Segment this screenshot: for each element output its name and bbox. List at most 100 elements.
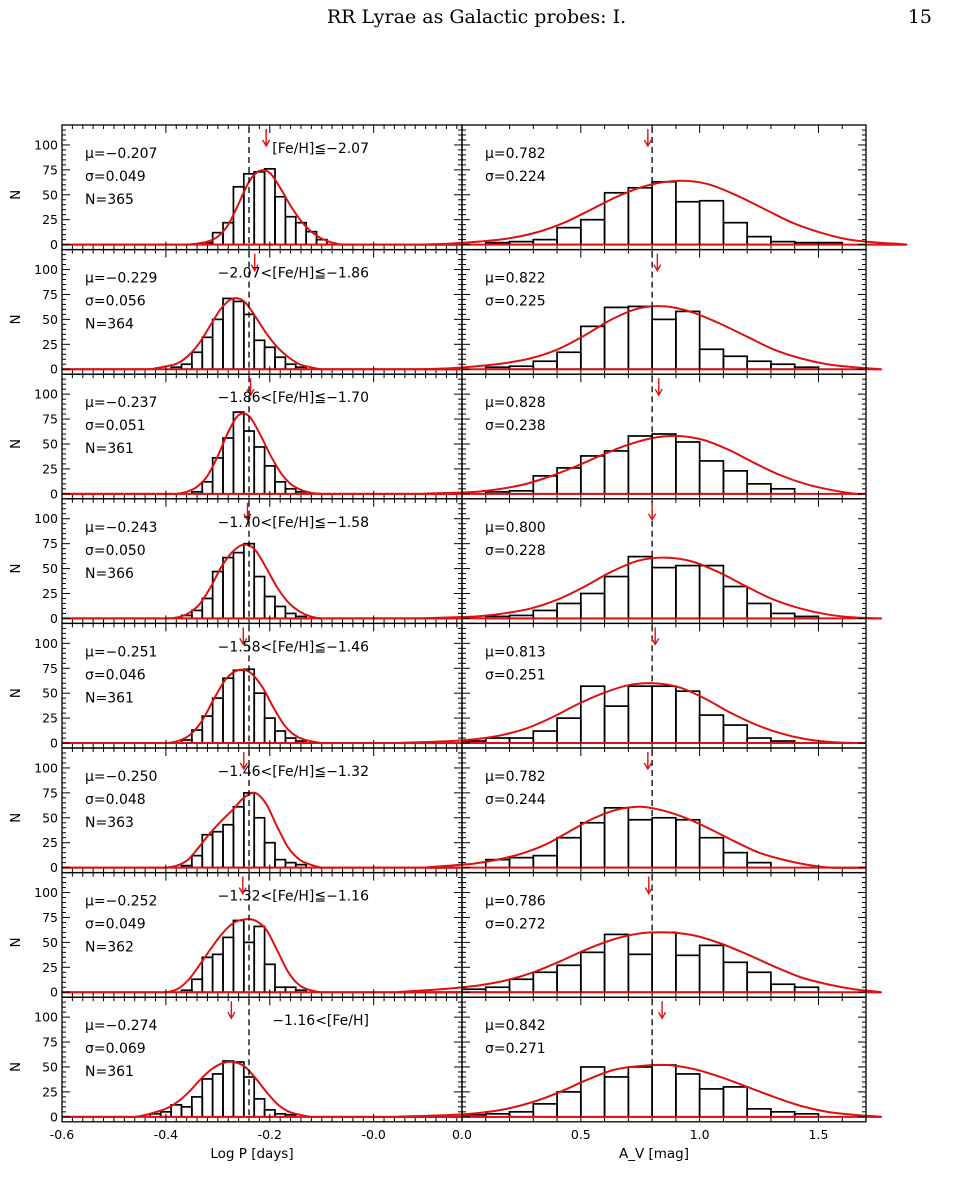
histogram-bar <box>253 816 266 869</box>
y-tick-label: 25 <box>42 1084 58 1099</box>
histogram-bar <box>532 854 558 869</box>
fit-curve <box>61 791 462 869</box>
histogram-bar <box>201 956 214 994</box>
panel-frame <box>461 124 867 251</box>
mean-arrow-head <box>651 638 660 646</box>
histogram-bar <box>232 805 245 869</box>
histogram-bar <box>675 818 701 869</box>
x-tick-label: 1.5 <box>809 1127 829 1142</box>
stat-text: μ=0.800 <box>485 520 546 536</box>
y-tick-label: 75 <box>42 412 58 427</box>
histogram-bar <box>222 437 235 495</box>
stat-text: σ=0.050 <box>85 543 146 559</box>
panel-right-7: μ=0.786 σ=0.272 <box>397 871 882 998</box>
metallicity-label: [Fe/H]≦−2.07 <box>272 141 369 157</box>
y-tick-label: 100 <box>34 885 58 900</box>
histogram-bar <box>191 978 204 994</box>
histogram-bar <box>180 1105 193 1118</box>
y-tick-label: 25 <box>42 835 58 850</box>
stat-text: σ=0.049 <box>85 169 146 185</box>
y-tick-label: 75 <box>42 1035 58 1050</box>
histogram-bar <box>603 933 630 994</box>
histogram-bar <box>170 1103 183 1118</box>
y-tick-label: 100 <box>34 760 58 775</box>
y-tick-label: 0 <box>50 985 58 1000</box>
stat-text: μ=0.828 <box>485 395 546 411</box>
histogram-bar <box>627 555 653 620</box>
histogram-bar <box>627 186 653 246</box>
stat-text: μ=−0.250 <box>85 769 157 785</box>
histogram-bar <box>274 605 287 620</box>
histogram-bar <box>675 200 701 246</box>
histogram-bar <box>211 953 224 994</box>
histogram-bar <box>211 1073 224 1118</box>
histogram-bar <box>263 963 276 994</box>
histogram-bar <box>746 483 772 495</box>
y-tick-label: 100 <box>34 511 58 526</box>
histogram-bar <box>274 195 287 246</box>
histogram-bar <box>556 964 582 994</box>
histogram-bar <box>232 551 245 620</box>
histogram-bar <box>263 841 276 869</box>
panel-left-5: μ=−0.251 σ=0.046 N=361 −1.58<[Fe/H]≦−1.46 0 2… <box>8 622 463 751</box>
histogram-bar <box>556 717 582 744</box>
y-tick-label: 0 <box>50 860 58 875</box>
fit-curve <box>61 412 463 495</box>
histogram-bar <box>698 199 725 246</box>
stat-text: N=364 <box>85 317 134 333</box>
x-tick-label: -0.0 <box>361 1127 385 1142</box>
histogram-bar <box>232 919 245 994</box>
histogram-bar <box>222 556 235 620</box>
mean-arrow-head <box>644 887 653 895</box>
mean-arrow-head <box>243 513 252 522</box>
histogram-bar <box>698 944 725 994</box>
page-header-title: RR Lyrae as Galactic probes: I. <box>326 6 627 28</box>
stat-text: σ=0.224 <box>485 169 546 185</box>
histogram-bar <box>201 481 214 495</box>
mean-arrow-head <box>239 638 248 646</box>
histogram-bar <box>722 851 749 869</box>
histogram-bar <box>253 446 266 495</box>
mean-arrow-head <box>227 1011 236 1020</box>
y-axis-label: N <box>8 813 24 823</box>
histogram-bar <box>211 830 224 869</box>
histogram-bar <box>722 724 749 744</box>
stat-text: μ=−0.274 <box>85 1018 158 1034</box>
histogram-bar <box>627 1066 653 1118</box>
histogram-bar <box>627 818 653 869</box>
metallicity-label: −1.32<[Fe/H]≦−1.16 <box>218 889 369 905</box>
histogram-bar <box>722 585 749 620</box>
histogram-bar <box>651 1064 677 1118</box>
histogram-bar <box>603 575 630 620</box>
y-tick-label: 50 <box>42 1059 58 1074</box>
histogram-bar <box>698 1088 725 1118</box>
histogram-bar <box>532 730 558 744</box>
mean-arrow-head <box>653 264 662 272</box>
stat-text: σ=0.049 <box>85 917 146 933</box>
histogram-bar <box>579 592 606 620</box>
metallicity-label: −1.70<[Fe/H]≦−1.58 <box>218 515 369 531</box>
histogram-bar <box>201 336 214 371</box>
panel-frame <box>61 996 463 1123</box>
mean-arrow-head <box>262 139 271 148</box>
y-tick-label: 0 <box>50 486 58 501</box>
histogram-bar <box>698 714 725 744</box>
histogram-bar <box>746 1107 772 1118</box>
x-axis-label: A_V [mag] <box>619 1146 689 1162</box>
stat-text: N=361 <box>85 1064 134 1080</box>
y-tick-label: 50 <box>42 312 58 327</box>
panel-left-4: μ=−0.243 σ=0.050 N=366 −1.70<[Fe/H]≦−1.58 0 2… <box>8 498 463 626</box>
histogram-bar <box>675 564 701 620</box>
fit-curve <box>423 434 867 496</box>
histogram-bar <box>651 566 677 620</box>
histogram-bar <box>508 978 535 994</box>
stat-text: σ=0.244 <box>485 792 546 808</box>
y-tick-label: 25 <box>42 711 58 726</box>
y-tick-label: 100 <box>34 1010 58 1025</box>
fit-curve <box>422 556 883 620</box>
mean-arrow-head <box>238 887 247 895</box>
y-tick-label: 0 <box>50 362 58 377</box>
fit-curve <box>61 543 462 620</box>
panel-right-8: μ=0.842 σ=0.271 <box>397 996 882 1123</box>
